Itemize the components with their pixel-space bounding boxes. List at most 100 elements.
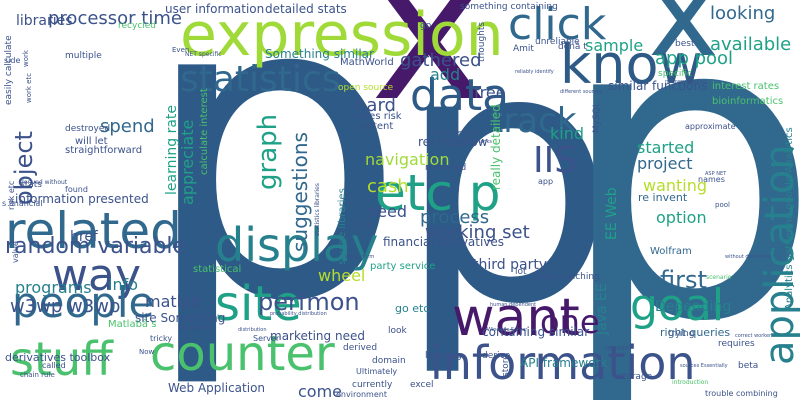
word-free-42: free bbox=[474, 83, 506, 102]
word-trouble-combining-90: trouble combining bbox=[705, 389, 778, 398]
word-x-4: x bbox=[370, 0, 489, 146]
word-chain-rule-128: chain rule bbox=[20, 371, 55, 379]
word-straightforward-96: straightforward bbox=[65, 145, 143, 156]
word-x-5: x bbox=[648, 0, 720, 84]
word-derived-142: derived bbox=[343, 343, 378, 353]
word-even-149: Even bbox=[172, 46, 190, 54]
word-expression-6: expression bbox=[180, 0, 504, 70]
word-open-source-123: open source bbox=[338, 83, 394, 93]
word-suggestions-30: suggestions bbox=[288, 132, 312, 252]
word-global-instance-124: global instance bbox=[428, 129, 482, 137]
word-wheel-54: wheel bbox=[318, 266, 366, 285]
word-really-detailed-80: really detailed bbox=[489, 104, 503, 190]
word-href-58: href bbox=[70, 229, 98, 245]
word-ultimately-118: Ultimately bbox=[356, 367, 398, 376]
word-party-service-79: party service bbox=[370, 261, 436, 272]
word-libraries-35: libraries bbox=[16, 13, 73, 29]
word-will-let-95: will let bbox=[75, 136, 108, 147]
word-best-104: best bbox=[675, 39, 695, 49]
word-right-queries-89: right queries bbox=[660, 326, 731, 339]
word-mathworld-84: MathWorld bbox=[340, 57, 394, 68]
word-net-specific-147: NET specific bbox=[185, 51, 222, 58]
word-navigation-45: navigation bbox=[365, 150, 450, 169]
word-derived-without-133: derived without bbox=[20, 179, 68, 186]
word-probability-distribution-156: probability distribution bbox=[270, 311, 327, 317]
word-something-similar-72: Something similar bbox=[265, 47, 374, 61]
word-appreciate-60: appreciate bbox=[178, 119, 197, 205]
word-calculate-interest-94: calculate interest bbox=[199, 88, 210, 175]
word-graph-29: graph bbox=[253, 113, 283, 190]
word-click-7: click bbox=[508, 0, 607, 50]
word-sample-39: sample bbox=[585, 36, 644, 55]
word-mysql-146: MySQL bbox=[592, 102, 602, 133]
word-learning-rate-59: learning rate bbox=[164, 104, 180, 195]
word-working-set-48: working set bbox=[425, 222, 530, 243]
word-risk-etc-167: risk etc bbox=[7, 180, 16, 210]
word-option-52: option bbox=[656, 208, 707, 227]
word-amit-102: Amit bbox=[513, 44, 534, 54]
word-requires-107: requires bbox=[718, 339, 755, 349]
word-p-3: p bbox=[555, 0, 800, 400]
word-site-18: site bbox=[215, 276, 302, 332]
word-learning-112: learning bbox=[425, 351, 462, 361]
word-content-83: content bbox=[355, 121, 394, 132]
word-introduction-165: introduction bbox=[672, 379, 709, 386]
word-scenario-163: scenario bbox=[706, 274, 732, 281]
word-go-etc-138: go etc bbox=[395, 302, 430, 315]
word-statistics-libraries-168: statistics libraries bbox=[314, 183, 321, 236]
word-matlab-55: matlab bbox=[145, 292, 202, 311]
word-project-50: project bbox=[637, 154, 693, 173]
word-gathered-43: gathered bbox=[400, 50, 482, 71]
word-ee-web-62: EE Web bbox=[604, 187, 620, 240]
word-reliably-identify-157: reliably identify bbox=[515, 69, 554, 75]
word-looking-37: looking bbox=[710, 3, 776, 24]
word-rates-risk-82: rates risk bbox=[355, 111, 402, 122]
word-stats-130: stats bbox=[20, 180, 42, 190]
word-random-variable-31: random variable bbox=[5, 234, 187, 259]
word-don-t-103: donâ t bbox=[558, 42, 587, 52]
word-line-120: line bbox=[356, 220, 373, 230]
word-tricky-126: tricky bbox=[150, 334, 173, 343]
word-need-53: need bbox=[367, 202, 407, 221]
word-information-21: information bbox=[430, 336, 696, 390]
word-process-47: process bbox=[420, 207, 490, 228]
word-go-139: go bbox=[420, 21, 432, 31]
word-app-140: app bbox=[538, 177, 554, 186]
word-information-presented-74: information presented bbox=[15, 192, 149, 206]
word-depending-63: Depending bbox=[655, 299, 732, 315]
word-etc-p-14: etc p bbox=[375, 164, 501, 222]
word-started-49: started bbox=[637, 138, 695, 157]
word-java-ee-61: Java EE bbox=[594, 283, 610, 335]
word-distribution-155: distribution bbox=[238, 327, 267, 333]
word-track-26: track bbox=[490, 101, 577, 141]
word-w3wp-w3wp-32: w3wp w3wp bbox=[10, 296, 121, 317]
word-server-141: Server bbox=[253, 334, 280, 343]
word-work-137: work bbox=[22, 50, 30, 67]
word-multiple-98: multiple bbox=[65, 51, 102, 61]
word-api-framework-68: API framework bbox=[520, 356, 608, 370]
word-store-114: store bbox=[501, 354, 511, 377]
word-trying-106: trying bbox=[668, 329, 695, 339]
word-site-something-76: site Something bbox=[135, 311, 226, 325]
word-rel-nofollow-81: rel nofollow bbox=[418, 135, 488, 149]
word-analytics-gathering-google-analytics-69: Analytics gathering google Analytics bbox=[784, 127, 795, 310]
word-one-25: one bbox=[540, 303, 600, 341]
word-p-1: p bbox=[140, 0, 407, 394]
word-different-sources-158: different sources bbox=[560, 89, 603, 95]
word-closed-form-154: closed form bbox=[345, 254, 375, 260]
word-excel-110: excel bbox=[410, 380, 434, 390]
word-perfmon-24: perfmon bbox=[258, 288, 360, 316]
word-user-information-70: user information bbox=[165, 2, 265, 16]
word-display-13: display bbox=[215, 218, 379, 272]
word-counter-20: counter bbox=[150, 326, 335, 382]
word-add-40: add bbox=[430, 65, 461, 84]
word-stuff-19: stuff bbox=[10, 332, 113, 386]
word-matlab-s-92: Matlabâ s bbox=[108, 319, 157, 330]
word-programs-57: programs bbox=[15, 278, 92, 297]
word-destroyed-97: destroyed bbox=[65, 124, 111, 134]
word-similar-functions-73: similar functions bbox=[608, 79, 708, 93]
word-asp-net-148: ASP NET bbox=[705, 171, 727, 177]
word-restarted-122: restarted bbox=[425, 163, 467, 173]
word-names-144: names bbox=[698, 175, 725, 184]
word-pool-143: pool bbox=[715, 201, 730, 209]
